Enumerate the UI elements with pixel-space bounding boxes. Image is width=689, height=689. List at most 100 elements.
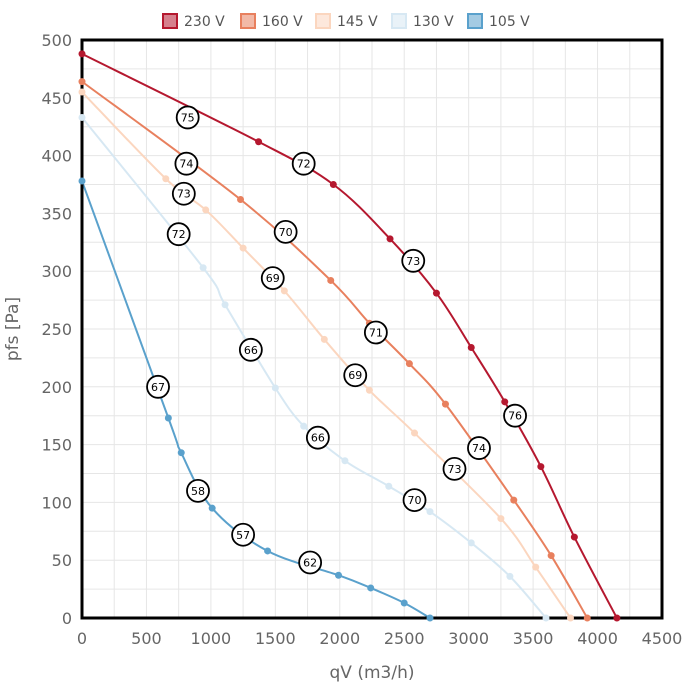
y-axis-title: pfs [Pa] [3, 297, 23, 361]
data-point [221, 301, 229, 309]
annotation-circle [260, 266, 285, 291]
data-point [334, 571, 342, 579]
legend-item[interactable]: 160 V [240, 13, 303, 30]
data-point [78, 113, 86, 121]
tick-labels: 0 500 1000 1500 2000 2500 3000 3500 4000 4500 0 50 1… [41, 31, 682, 648]
data-point [365, 386, 373, 394]
annotation-label: 73 [177, 188, 191, 201]
data-point [327, 276, 335, 284]
series-line-2 [81, 91, 572, 619]
data-point [237, 196, 245, 204]
legend-item[interactable]: 230 V [162, 13, 225, 30]
annotation-label: 72 [297, 158, 311, 171]
y-tick-label: 0 [62, 609, 72, 628]
series-line-1 [81, 80, 589, 619]
annotation-label: 70 [408, 494, 422, 507]
annotation-circle [401, 248, 426, 273]
legend-label: 145 V [337, 14, 378, 30]
data-point [367, 584, 375, 592]
legend[interactable]: 230 V 160 V 145 V 130 V 105 V [162, 13, 530, 30]
annotation-label: 73 [447, 463, 461, 476]
series-points [78, 50, 621, 622]
data-point [426, 614, 434, 622]
data-point [320, 335, 328, 343]
data-point [164, 414, 172, 422]
annotation-label: 57 [236, 529, 250, 542]
annotation-label: 62 [303, 557, 317, 570]
data-point [537, 463, 545, 471]
series-lines [81, 52, 618, 619]
y-tick-label: 250 [41, 320, 72, 339]
annotation-circle [175, 105, 200, 130]
x-tick-label: 3500 [513, 629, 554, 648]
annotation-circle [186, 478, 210, 503]
data-point [583, 614, 591, 622]
data-point [177, 449, 185, 457]
legend-swatch [240, 13, 256, 29]
data-point [506, 572, 514, 580]
annotation-circle [298, 550, 323, 575]
annotation-circle [231, 522, 256, 547]
y-tick-label: 100 [41, 493, 72, 512]
annotation-circle [273, 219, 298, 244]
data-point [566, 614, 574, 622]
x-tick-label: 4500 [642, 629, 683, 648]
legend-swatch [391, 13, 407, 29]
annotation-label: 72 [172, 228, 186, 241]
data-point [441, 400, 449, 408]
legend-label: 130 V [413, 14, 454, 30]
x-tick-label: 1000 [191, 629, 232, 648]
annotation-label: 74 [179, 158, 193, 171]
data-point [532, 563, 540, 571]
data-point [280, 287, 288, 295]
data-point [432, 289, 440, 297]
data-point [386, 235, 394, 243]
data-point [467, 343, 475, 351]
data-point [385, 482, 393, 490]
annotation-circle [171, 181, 196, 206]
y-tick-label: 350 [41, 204, 72, 223]
annotation-label: 67 [151, 381, 165, 394]
x-tick-label: 0 [77, 629, 87, 648]
data-point [162, 175, 170, 183]
y-tick-label: 500 [41, 31, 72, 50]
data-point [255, 138, 263, 146]
annotation-label: 58 [191, 485, 205, 498]
legend-item[interactable]: 145 V [315, 13, 378, 30]
data-point [497, 515, 505, 523]
data-point [411, 429, 419, 437]
data-point [271, 384, 279, 392]
legend-label: 105 V [489, 14, 530, 30]
data-point [300, 422, 308, 430]
data-point [239, 244, 247, 252]
data-point [264, 547, 272, 555]
y-tick-label: 50 [52, 551, 72, 570]
data-point [78, 50, 86, 58]
data-point [78, 177, 86, 185]
legend-item[interactable]: 105 V [467, 13, 530, 30]
data-point [341, 457, 349, 465]
data-point [613, 614, 621, 622]
annotation-label: 69 [266, 272, 280, 285]
legend-swatch [315, 13, 331, 29]
legend-swatch [162, 13, 178, 29]
x-tick-label: 4000 [577, 629, 618, 648]
legend-item[interactable]: 130 V [391, 13, 454, 30]
annotation-circle [467, 436, 491, 460]
annotation-label: 69 [348, 369, 362, 382]
data-point [78, 78, 86, 86]
annotations: 75 74 73 72 72 70 69 66 67 73 71 69 66 76 74 73 70 58 57 62 [146, 105, 527, 575]
x-axis-title: qV (m3/h) [330, 663, 415, 683]
legend-swatch [467, 13, 483, 29]
annotation-circle [503, 403, 527, 428]
data-point [542, 614, 550, 622]
annotation-circle [402, 488, 427, 512]
x-tick-label: 3000 [448, 629, 489, 648]
annotation-circle [166, 222, 191, 247]
annotation-label: 74 [472, 442, 486, 455]
data-point [510, 496, 518, 504]
series-line-3 [81, 116, 547, 619]
data-point [329, 181, 337, 188]
data-point [467, 539, 475, 547]
